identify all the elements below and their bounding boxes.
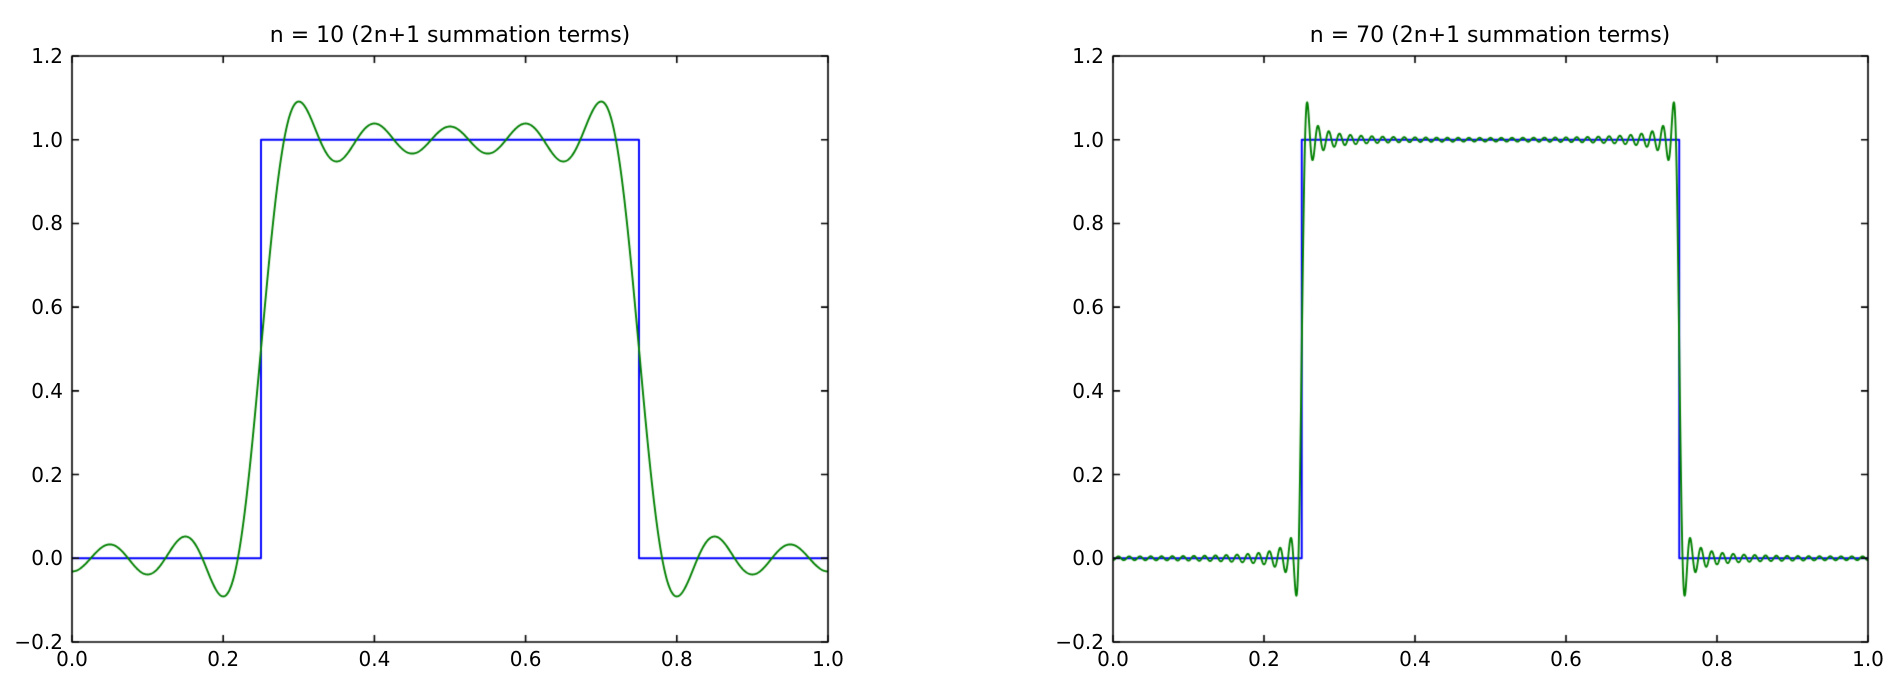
y-tick-label: 0.0 xyxy=(1072,546,1104,571)
y-tick-label: 0.2 xyxy=(1072,462,1104,487)
x-tick-label: 0.8 xyxy=(660,647,693,671)
x-tick-label: 0.4 xyxy=(1399,647,1431,671)
y-tick-label: 1.0 xyxy=(1072,127,1104,152)
y-tick-label: 0.6 xyxy=(31,295,63,320)
x-tick-label: 0.4 xyxy=(358,647,391,671)
x-tick-label: 0.6 xyxy=(1550,647,1582,671)
y-tick-label: 0.4 xyxy=(31,378,63,403)
y-tick-label: −0.2 xyxy=(14,630,63,654)
x-tick-label: 0.0 xyxy=(1097,647,1129,671)
x-tick-label: 0.8 xyxy=(1701,647,1733,671)
y-tick-label: 0.0 xyxy=(31,546,63,571)
y-tick-label: 1.2 xyxy=(31,44,63,68)
x-tick-label: 1.0 xyxy=(812,647,844,671)
y-tick-label: 0.8 xyxy=(31,211,63,236)
y-tick-label: 0.8 xyxy=(1072,211,1104,236)
x-tick-label: 1.0 xyxy=(1852,647,1884,671)
y-tick-label: 0.2 xyxy=(31,462,63,487)
x-tick-label: 0.2 xyxy=(207,647,240,671)
x-tick-label: 0.0 xyxy=(56,647,88,671)
y-tick-label: −0.2 xyxy=(1055,630,1104,654)
y-tick-label: 1.0 xyxy=(31,127,63,152)
x-tick-label: 0.6 xyxy=(509,647,542,671)
y-tick-label: 0.6 xyxy=(1072,295,1104,320)
plot2-title: n = 70 (2n+1 summation terms) xyxy=(1309,23,1671,48)
y-tick-label: 1.2 xyxy=(1072,44,1104,68)
y-tick-label: 0.4 xyxy=(1072,378,1104,403)
plot1-title: n = 10 (2n+1 summation terms) xyxy=(269,23,631,48)
x-tick-label: 0.2 xyxy=(1248,647,1280,671)
